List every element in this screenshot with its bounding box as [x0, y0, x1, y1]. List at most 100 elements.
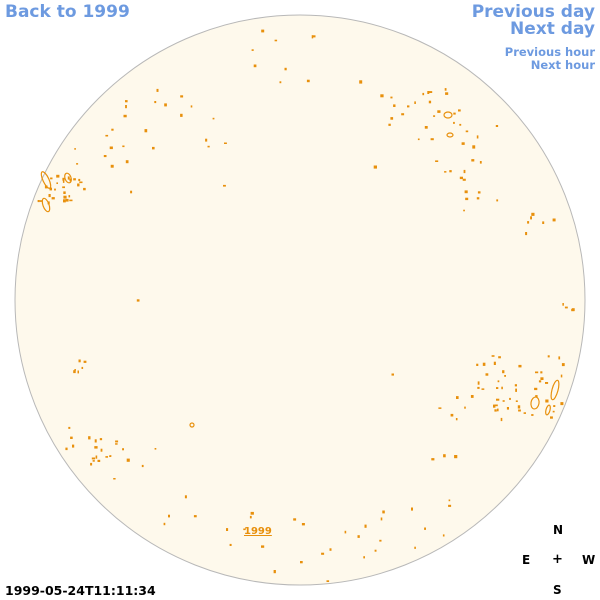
magnetic-feature-dot: [115, 443, 118, 445]
previous-day-link[interactable]: Previous day: [471, 2, 595, 22]
magnetic-feature-contour: [446, 132, 454, 138]
magnetic-feature-dot: [552, 218, 556, 222]
compass-west: W: [582, 553, 596, 567]
magnetic-feature-dot: [83, 187, 86, 191]
magnetic-feature-dot: [525, 232, 528, 236]
magnetic-feature-dot: [115, 440, 119, 443]
magnetic-feature-dot: [67, 176, 70, 180]
magnetic-feature-dot: [495, 125, 499, 127]
magnetic-feature-dot: [429, 91, 433, 93]
magnetic-feature-dot: [530, 216, 532, 220]
compass-north: N: [553, 523, 564, 537]
magnetic-feature-dot: [390, 117, 394, 120]
magnetic-feature-dot: [62, 179, 65, 183]
magnetic-feature-dot: [379, 539, 382, 542]
magnetic-feature-dot: [391, 373, 394, 376]
magnetic-feature-dot: [493, 361, 496, 365]
magnetic-feature-dot: [78, 178, 81, 182]
magnetic-feature-dot: [306, 79, 310, 83]
magnetic-feature-dot: [223, 184, 226, 187]
magnetic-feature-dot: [518, 364, 522, 368]
magnetic-feature-dot: [442, 534, 445, 537]
magnetic-feature-dot: [184, 495, 187, 499]
magnetic-feature-dot: [180, 113, 183, 117]
magnetic-feature-dot: [109, 455, 112, 457]
magnetic-feature-dot: [253, 64, 257, 68]
magnetic-feature-dot: [122, 448, 124, 451]
magnetic-features: [37, 29, 575, 582]
magnetic-feature-dot: [122, 145, 125, 148]
magnetic-feature-dot: [463, 209, 465, 212]
magnetic-feature-contour: [443, 111, 453, 119]
magnetic-feature-dot: [561, 363, 565, 367]
magnetic-feature-dot: [88, 436, 91, 440]
magnetic-feature-dot: [542, 221, 545, 224]
magnetic-feature-dot: [463, 169, 466, 174]
magnetic-feature-dot: [517, 405, 521, 409]
compass-east: E: [522, 553, 531, 567]
magnetic-feature-dot: [344, 530, 347, 534]
magnetic-feature-dot: [494, 409, 497, 412]
magnetic-feature-dot: [527, 221, 530, 224]
magnetic-feature-dot: [373, 165, 377, 169]
magnetic-feature-dot: [251, 49, 254, 51]
year-link[interactable]: 1999: [244, 526, 272, 537]
magnetic-feature-dot: [76, 163, 79, 165]
magnetic-feature-dot: [109, 146, 113, 150]
magnetic-feature-dot: [54, 188, 56, 191]
magnetic-feature-dot: [476, 197, 480, 200]
magnetic-feature-dot: [491, 355, 495, 357]
magnetic-feature-dot: [77, 370, 79, 374]
magnetic-feature-dot: [453, 112, 456, 115]
magnetic-feature-dot: [444, 171, 447, 173]
magnetic-feature-dot: [553, 405, 556, 407]
magnetic-feature-dot: [81, 366, 84, 369]
magnetic-feature-dot: [448, 499, 451, 502]
magnetic-feature-dot: [190, 105, 193, 108]
magnetic-feature-dot: [301, 523, 305, 526]
magnetic-feature-dot: [430, 138, 434, 141]
magnetic-feature-dot: [470, 395, 474, 398]
magnetic-feature-dot: [417, 138, 420, 141]
magnetic-feature-dot: [502, 400, 505, 402]
magnetic-feature-dot: [509, 397, 511, 400]
magnetic-feature-dot: [494, 404, 498, 407]
magnetic-feature-dot: [90, 462, 93, 466]
magnetic-feature-dot: [506, 407, 509, 410]
previous-hour-link[interactable]: Previous hour: [504, 45, 595, 59]
magnetic-feature-dot: [477, 386, 480, 389]
magnetic-feature-dot: [152, 146, 155, 150]
magnetic-feature-dot: [39, 200, 43, 202]
magnetic-feature-dot: [73, 178, 76, 181]
magnetic-feature-dot: [482, 362, 486, 366]
magnetic-feature-dot: [224, 142, 227, 144]
back-to-year-link[interactable]: Back to 1999: [5, 2, 130, 22]
magnetic-feature-dot: [464, 406, 466, 409]
magnetic-feature-dot: [514, 384, 517, 387]
magnetic-feature-dot: [465, 197, 469, 201]
magnetic-feature-dot: [445, 92, 449, 95]
magnetic-feature-contour: [550, 379, 560, 401]
magnetic-feature-dot: [540, 371, 543, 374]
magnetic-feature-dot: [144, 129, 148, 133]
magnetic-feature-dot: [496, 199, 499, 202]
next-hour-link[interactable]: Next hour: [530, 58, 595, 72]
magnetic-feature-dot: [212, 117, 215, 120]
magnetic-feature-dot: [458, 109, 461, 112]
magnetic-feature-dot: [180, 95, 184, 98]
magnetic-feature-dot: [465, 130, 469, 133]
magnetic-feature-dot: [168, 514, 170, 518]
magnetic-feature-dot: [105, 456, 108, 458]
magnetic-feature-dot: [535, 395, 538, 398]
magnetic-feature-contour: [189, 422, 195, 428]
magnetic-feature-dot: [380, 94, 384, 98]
magnetic-feature-dot: [534, 387, 538, 391]
next-day-link[interactable]: Next day: [510, 19, 595, 39]
magnetic-feature-dot: [497, 408, 499, 412]
magnetic-feature-dot: [105, 134, 109, 137]
magnetic-feature-dot: [414, 101, 416, 104]
magnetic-feature-dot: [437, 110, 441, 113]
magnetic-feature-dot: [497, 380, 500, 383]
magnetic-feature-dot: [97, 459, 101, 462]
